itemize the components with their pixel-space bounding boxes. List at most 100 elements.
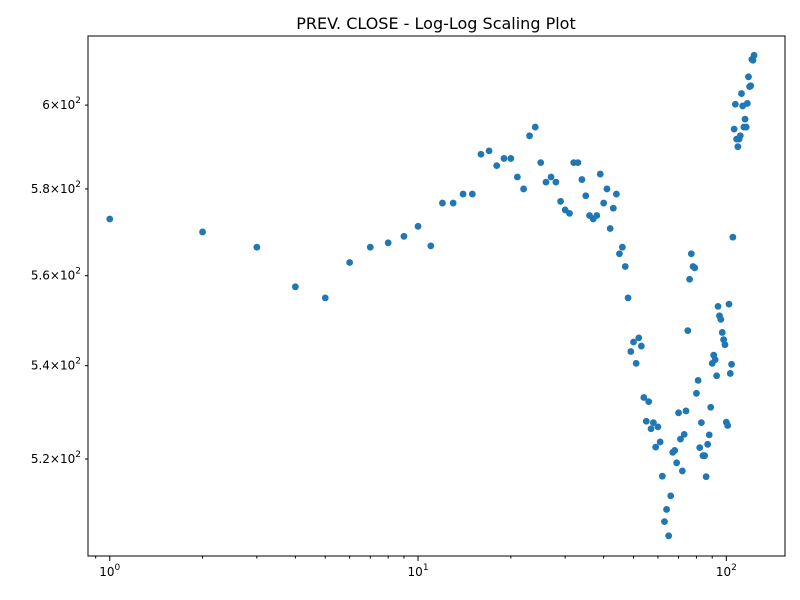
data-point <box>729 233 737 241</box>
data-point <box>742 123 750 131</box>
data-point <box>557 197 564 205</box>
data-point <box>724 422 732 429</box>
data-point <box>675 409 682 417</box>
data-point <box>684 327 692 335</box>
data-point <box>725 300 733 308</box>
data-point <box>649 419 657 427</box>
data-point <box>734 143 742 151</box>
data-point <box>718 329 726 336</box>
data-point <box>613 190 620 198</box>
data-point <box>743 100 751 107</box>
data-point <box>630 338 637 346</box>
data-point <box>366 243 374 251</box>
x-tick-label: 100 <box>99 563 120 579</box>
data-point <box>678 467 686 475</box>
data-point <box>731 100 739 108</box>
plot-frame <box>87 35 786 557</box>
data-point <box>691 264 699 272</box>
data-point <box>652 443 660 451</box>
data-point <box>566 209 573 217</box>
data-point <box>726 370 734 377</box>
data-point <box>600 199 608 207</box>
data-point <box>728 360 735 368</box>
data-point <box>596 170 604 178</box>
data-point <box>697 419 705 427</box>
y-tick-label: 5.8×102 <box>31 180 81 196</box>
data-point <box>606 225 614 232</box>
data-point <box>507 155 515 162</box>
data-point <box>199 228 206 236</box>
data-point <box>582 192 590 200</box>
data-point <box>621 263 629 270</box>
data-point <box>414 222 422 230</box>
data-point <box>654 423 662 431</box>
data-point <box>665 532 673 540</box>
data-point <box>627 348 635 355</box>
data-point <box>640 394 648 401</box>
data-point <box>400 232 408 240</box>
data-point <box>500 155 508 162</box>
data-point <box>291 283 299 291</box>
data-point <box>741 115 749 123</box>
data-point <box>477 150 485 158</box>
data-point <box>632 359 640 367</box>
data-point <box>253 243 261 251</box>
data-point <box>694 376 702 384</box>
data-point <box>677 435 684 443</box>
data-point <box>520 185 527 193</box>
data-point <box>637 342 645 350</box>
data-point <box>493 162 501 170</box>
data-point <box>618 243 626 251</box>
y-axis: 5.2×102 5.4×102 5.6×102 5.8×102 6×102 <box>31 96 88 466</box>
data-point <box>686 275 693 283</box>
data-point <box>346 259 354 266</box>
data-point <box>711 356 719 364</box>
data-point <box>635 334 643 342</box>
data-point <box>745 73 752 81</box>
data-point <box>658 472 666 480</box>
data-point <box>384 239 392 247</box>
y-tick-label: 5.4×102 <box>31 357 81 373</box>
data-point <box>485 147 493 155</box>
data-point <box>526 132 533 140</box>
data-point <box>427 242 435 250</box>
data-point <box>645 398 653 406</box>
data-point <box>747 82 755 90</box>
data-point <box>717 315 725 323</box>
data-point <box>693 389 700 397</box>
data-point <box>713 372 721 380</box>
data-point <box>701 452 708 460</box>
data-point <box>671 447 679 454</box>
data-point <box>449 199 457 207</box>
x-tick-label: 102 <box>716 563 737 579</box>
data-point <box>663 506 670 513</box>
data-point <box>738 90 745 97</box>
data-point <box>537 159 545 167</box>
data-points <box>106 51 758 540</box>
data-point <box>542 178 550 186</box>
data-point <box>609 204 617 212</box>
data-point <box>106 215 114 223</box>
data-point <box>459 190 467 198</box>
data-point <box>656 438 664 446</box>
data-point <box>714 302 722 310</box>
data-point <box>616 250 623 258</box>
data-point <box>531 123 539 131</box>
x-axis: 100 101 102 <box>95 556 737 579</box>
data-point <box>707 403 715 411</box>
x-tick-label: 101 <box>408 563 429 579</box>
y-tick-label: 6×102 <box>42 96 81 112</box>
data-point <box>704 440 712 448</box>
data-point <box>642 417 650 425</box>
data-point <box>682 407 690 415</box>
data-point <box>667 492 675 500</box>
chart-title: PREV. CLOSE - Log-Log Scaling Plot <box>296 14 575 33</box>
data-point <box>705 431 713 439</box>
y-tick-label: 5.2×102 <box>31 450 81 466</box>
data-point <box>661 518 668 526</box>
data-point <box>593 212 601 219</box>
data-point <box>547 173 555 181</box>
data-point <box>702 473 710 481</box>
data-point <box>673 459 681 467</box>
